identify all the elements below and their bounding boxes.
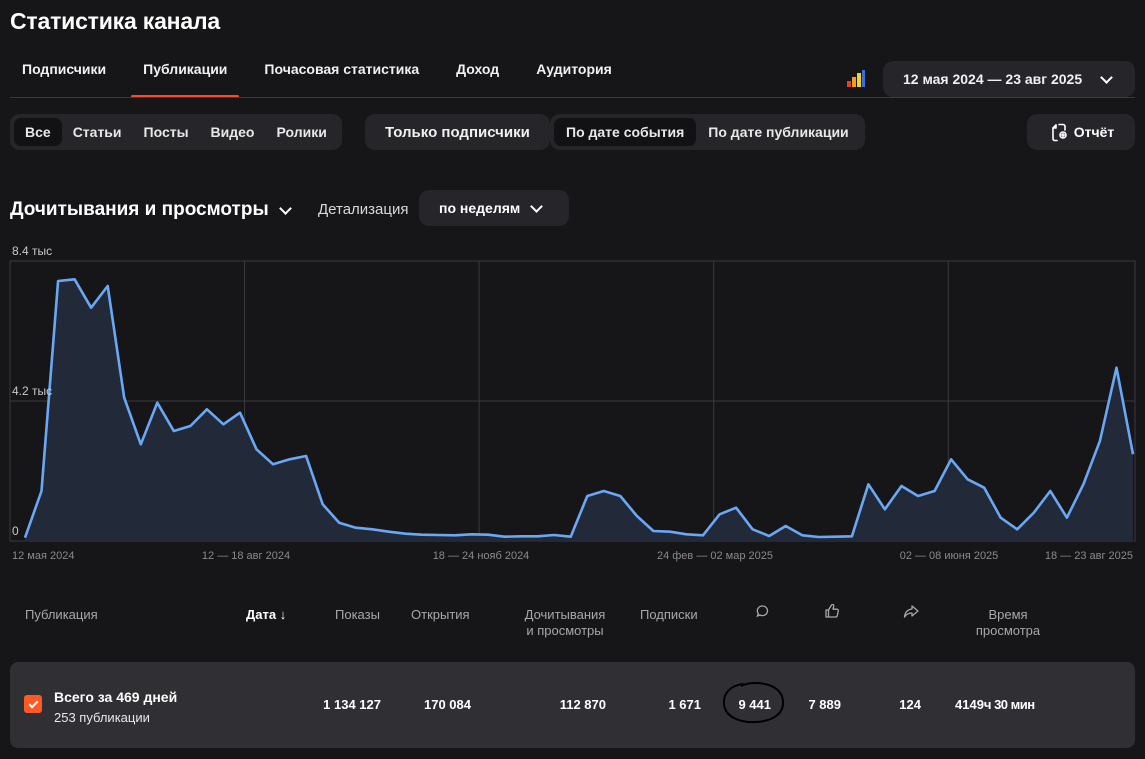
tab-hourly-stats[interactable]: Почасовая статистика [264, 61, 420, 77]
tab-subscribers[interactable]: Подписчики [22, 61, 107, 77]
y-tick-label: 4.2 тыс [12, 384, 52, 398]
total-reads: 112 870 [559, 697, 606, 712]
x-tick-label: 18 — 23 авг 2025 [1045, 550, 1133, 562]
total-row [10, 662, 1135, 748]
x-tick-label: 18 — 24 нояб 2024 [433, 550, 530, 562]
total-watch-suffix: ч 30 мин [983, 697, 1035, 712]
x-tick-label: 12 мая 2024 [12, 550, 74, 562]
col-opens[interactable]: Открытия [411, 607, 470, 622]
col-subscriptions[interactable]: Подписки [640, 607, 698, 622]
total-likes: 7 889 [808, 697, 841, 712]
total-comments: 9 441 [738, 697, 771, 712]
col-watch-time[interactable]: Время просмотра [975, 607, 1041, 638]
filter-video[interactable]: Видео [210, 124, 255, 140]
bar-chart-icon[interactable] [846, 70, 866, 88]
col-shows[interactable]: Показы [335, 607, 380, 622]
report-label: Отчёт [1073, 124, 1115, 140]
filter-posts[interactable]: Посты [143, 124, 189, 140]
y-tick-label: 8.4 тыс [12, 244, 52, 258]
comment-icon[interactable] [755, 604, 770, 619]
thumbs-up-icon[interactable] [824, 603, 840, 619]
metric-selector[interactable]: Дочитывания и просмотры [10, 199, 292, 221]
subscribers-only-toggle[interactable]: Только подписчики [365, 114, 550, 150]
views-chart: 8.4 тыс 4.2 тыс 0 12 мая 2024 12 — 18 авг 20… [9, 244, 1136, 562]
date-range-value: 12 мая 2024 — 23 авг 2025 [903, 71, 1083, 87]
col-date-label: Дата [246, 607, 277, 622]
date-mode-filter: По дате события По дате публикации [550, 114, 865, 150]
detail-select[interactable]: по неделям [419, 190, 569, 226]
metric-selector-label: Дочитывания и просмотры [10, 199, 269, 220]
tab-publications[interactable]: Публикации [131, 58, 240, 98]
col-reads[interactable]: Дочитывания и просмотры [524, 607, 606, 638]
y-tick-label: 0 [12, 524, 19, 538]
date-range-picker[interactable]: 12 мая 2024 — 23 авг 2025 [883, 61, 1135, 97]
x-tick-label: 02 — 08 июня 2025 [900, 550, 999, 562]
total-shares: 124 [899, 697, 921, 712]
total-watch-hours: 4149 [955, 697, 984, 712]
total-subtitle: 253 публикации [54, 710, 150, 725]
col-publication: Публикация [25, 607, 98, 622]
tabs-divider [10, 97, 1135, 98]
chevron-down-icon [278, 201, 292, 215]
tab-audience[interactable]: Аудитория [536, 61, 612, 77]
col-date[interactable]: Дата ↓ [246, 607, 286, 623]
share-icon[interactable] [903, 604, 919, 619]
filter-by-event-date[interactable]: По дате события [554, 118, 697, 146]
chevron-down-icon [530, 200, 543, 213]
total-checkbox[interactable] [24, 695, 42, 713]
filter-all[interactable]: Все [14, 118, 62, 146]
detail-label: Детализация [318, 201, 409, 218]
report-icon [1051, 123, 1067, 142]
series-line [23, 278, 1135, 539]
x-tick-label: 12 — 18 авг 2024 [202, 550, 290, 562]
tab-income[interactable]: Доход [456, 61, 500, 77]
total-shows: 1 134 127 [323, 697, 381, 712]
total-watch-time: 4149ч 30 мин [955, 697, 1035, 712]
tab-bar: Подписчики Публикации Почасовая статисти… [10, 58, 637, 98]
publication-type-filter: Все Статьи Посты Видео Ролики [10, 114, 342, 150]
detail-value: по неделям [439, 200, 521, 216]
report-button[interactable]: Отчёт [1027, 114, 1135, 150]
total-opens: 170 084 [424, 697, 471, 712]
series-area [25, 279, 1133, 541]
filter-by-publication-date[interactable]: По дате публикации [708, 124, 849, 140]
filter-articles[interactable]: Статьи [72, 124, 122, 140]
chevron-down-icon [1100, 71, 1113, 84]
total-subscriptions: 1 671 [668, 697, 701, 712]
total-title: Всего за 469 дней [54, 689, 178, 705]
sort-arrow-icon: ↓ [279, 607, 287, 622]
x-tick-label: 24 фев — 02 мар 2025 [657, 550, 773, 562]
hand-drawn-circle [722, 681, 785, 724]
filter-shorts[interactable]: Ролики [276, 124, 327, 140]
check-icon [28, 698, 38, 708]
page-title: Статистика канала [10, 8, 220, 34]
